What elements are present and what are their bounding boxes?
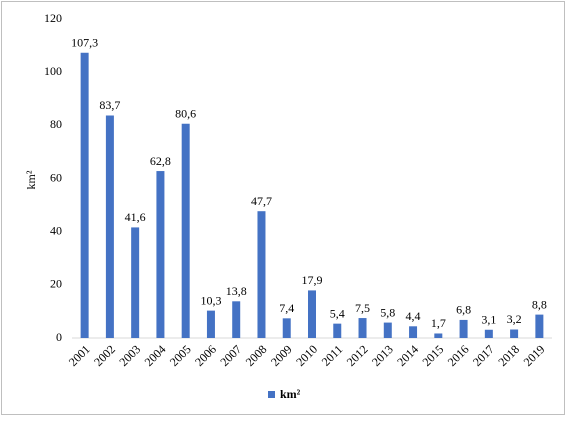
legend-label: km² bbox=[280, 387, 301, 401]
value-label: 7,5 bbox=[355, 301, 370, 315]
value-label: 4,4 bbox=[406, 309, 421, 323]
value-label: 107,3 bbox=[71, 36, 98, 50]
bar bbox=[535, 314, 544, 338]
bar bbox=[383, 322, 392, 338]
y-tick-label: 20 bbox=[50, 277, 62, 291]
bar bbox=[257, 211, 266, 338]
y-axis-label: km² bbox=[24, 170, 38, 189]
bar bbox=[282, 318, 291, 338]
bar bbox=[484, 329, 493, 338]
bar bbox=[232, 301, 241, 338]
y-tick-label: 120 bbox=[44, 11, 62, 25]
chart-border bbox=[1, 1, 565, 415]
value-label: 13,8 bbox=[226, 284, 247, 298]
bar bbox=[308, 290, 316, 338]
value-label: 3,2 bbox=[507, 312, 522, 326]
value-label: 17,9 bbox=[302, 273, 323, 287]
bar bbox=[333, 323, 342, 338]
bar bbox=[510, 329, 519, 338]
legend-swatch bbox=[268, 391, 275, 398]
value-label: 3,1 bbox=[481, 313, 496, 327]
bar bbox=[181, 123, 190, 338]
bar bbox=[434, 333, 443, 338]
value-label: 41,6 bbox=[125, 210, 146, 224]
bar bbox=[459, 319, 468, 338]
value-label: 6,8 bbox=[456, 303, 471, 317]
bar bbox=[105, 115, 114, 338]
y-tick-label: 0 bbox=[56, 330, 62, 344]
value-label: 5,8 bbox=[380, 305, 395, 319]
bar bbox=[206, 310, 215, 338]
bar bbox=[358, 318, 367, 338]
y-tick-label: 80 bbox=[50, 117, 62, 131]
value-label: 1,7 bbox=[431, 316, 446, 330]
y-tick-label: 40 bbox=[50, 223, 62, 237]
value-label: 80,6 bbox=[175, 106, 196, 120]
value-label: 62,8 bbox=[150, 154, 171, 168]
value-label: 47,7 bbox=[251, 194, 272, 208]
value-label: 5,4 bbox=[330, 306, 345, 320]
value-label: 10,3 bbox=[200, 293, 221, 307]
value-label: 83,7 bbox=[99, 98, 120, 112]
y-tick-label: 60 bbox=[50, 170, 62, 184]
bar bbox=[156, 171, 165, 338]
bar bbox=[409, 326, 418, 338]
bar bbox=[80, 52, 89, 338]
y-tick-label: 100 bbox=[44, 64, 62, 78]
value-label: 8,8 bbox=[532, 297, 547, 311]
bar bbox=[131, 227, 140, 338]
value-label: 7,4 bbox=[279, 301, 294, 315]
